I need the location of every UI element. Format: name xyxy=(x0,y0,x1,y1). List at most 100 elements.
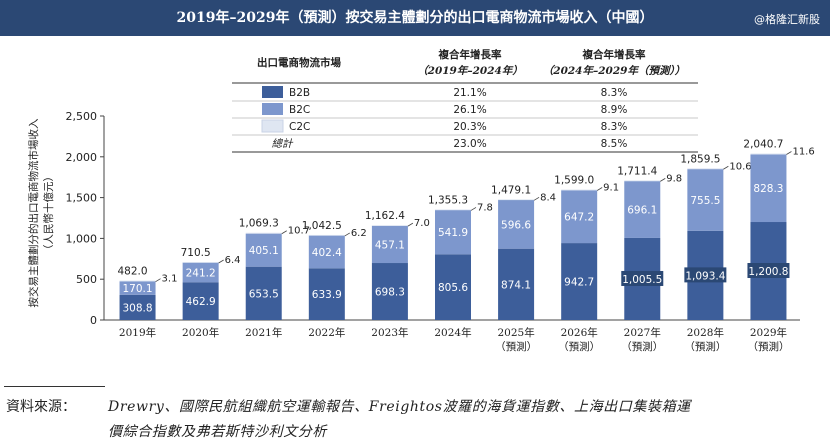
data-label-b2b: 874.1 xyxy=(501,279,531,291)
data-label-total: 2,040.7 xyxy=(743,138,783,150)
table-header-cagr-2-period: （2024年–2029年（預測）） xyxy=(543,64,685,77)
bar-b2c xyxy=(435,210,471,255)
x-tick-sublabel: （預測） xyxy=(495,340,537,353)
data-label-box-b2b xyxy=(747,263,790,279)
data-label-b2c: 241.2 xyxy=(186,267,216,279)
chart-axes: 0 500 1,000 1,500 2,000 2,500 按交易主體劃分的出口電商物流市場… xyxy=(27,110,800,327)
data-label-b2c: 402.4 xyxy=(312,247,342,259)
bar-b2c xyxy=(498,199,535,249)
data-label-b2c: 755.5 xyxy=(690,195,720,207)
data-label-total: 1,599.0 xyxy=(554,175,594,187)
bar-c2c xyxy=(245,232,282,234)
source-label: 資料來源： xyxy=(6,399,76,415)
bar-b2b xyxy=(435,254,471,320)
cagr-2019-2024-value: 20.3% xyxy=(453,121,486,133)
bar-b2b xyxy=(308,268,345,320)
bar-b2c xyxy=(687,169,724,231)
c2c-leader-line xyxy=(786,151,792,155)
data-label-b2b: 698.3 xyxy=(375,287,405,299)
data-label-c2c: 9.8 xyxy=(666,173,682,184)
c2c-leader-line xyxy=(155,278,161,283)
data-label-c2c: 7.0 xyxy=(414,218,430,229)
title-bar xyxy=(0,0,830,36)
data-label-b2c: 647.2 xyxy=(564,212,594,224)
c2c-leader-line xyxy=(660,178,666,182)
chart-title: 2019年–2029年（預測）按交易主體劃分的出口電商物流市場收入（中國） xyxy=(176,10,654,26)
bar-b2b xyxy=(182,282,219,320)
x-tick-label: 2023年 xyxy=(371,326,408,339)
cagr-2019-2024-value: 26.1% xyxy=(453,104,486,116)
x-tick-sublabel: （預測） xyxy=(621,340,663,353)
y-tick-label: 500 xyxy=(76,273,97,286)
bar-b2c xyxy=(245,233,282,267)
data-label-c2c: 9.1 xyxy=(603,183,619,194)
c2c-leader-line xyxy=(281,230,287,235)
c2c-leader-line xyxy=(596,187,603,191)
y-axis-title: 按交易主體劃分的出口電商物流市場收入 xyxy=(27,118,40,307)
x-tick-label: 2026年 xyxy=(561,326,598,339)
data-label-total: 482.0 xyxy=(118,266,148,278)
table-header-cagr-1: 複合年增長率 xyxy=(438,48,502,61)
bar-b2c xyxy=(182,262,219,283)
bar-b2b xyxy=(371,263,408,320)
bar-c2c xyxy=(750,153,787,155)
x-tick-label: 2022年 xyxy=(308,326,345,339)
data-label-b2b: 653.5 xyxy=(249,288,279,300)
data-label-total: 1,162.4 xyxy=(365,210,405,222)
chart: 出口電商物流市場 複合年增長率 （2019年–2024年） 複合年增長率 （2024年–… xyxy=(27,48,815,353)
x-tick-label: 2024年 xyxy=(434,326,471,339)
data-label-b2b: 942.7 xyxy=(564,277,594,289)
bar-c2c xyxy=(561,189,598,191)
watermark: @格隆汇新股 xyxy=(754,13,820,26)
c2c-leader-line xyxy=(470,207,477,211)
bar-c2c xyxy=(371,225,408,226)
legend-label-b2c: B2C xyxy=(289,104,310,116)
legend-swatch-b2c xyxy=(262,103,283,115)
x-tick-sublabel: （預測） xyxy=(684,340,726,353)
y-tick-label: 1,500 xyxy=(66,192,98,205)
x-tick-label: 2028年 xyxy=(687,326,724,339)
data-label-total: 1,355.3 xyxy=(428,194,468,206)
data-label-c2c: 10.6 xyxy=(729,161,751,172)
data-label-c2c: 3.1 xyxy=(162,274,178,285)
data-label-box-b2b xyxy=(684,267,727,283)
bar-b2b xyxy=(498,248,535,320)
data-label-b2b: 1,200.8 xyxy=(748,266,788,278)
source-divider xyxy=(4,386,105,387)
cagr-2019-2024-value: 21.1% xyxy=(453,87,486,99)
bar-b2c xyxy=(371,225,408,264)
data-label-b2b: 633.9 xyxy=(312,289,342,301)
x-tick-label: 2029年 xyxy=(750,326,787,339)
data-label-c2c: 11.6 xyxy=(792,146,814,157)
bar-c2c xyxy=(435,209,471,211)
x-tick-label: 2025年 xyxy=(497,326,534,339)
legend-table: 出口電商物流市場 複合年增長率 （2019年–2024年） 複合年增長率 （2024年–… xyxy=(232,48,698,153)
source-text-line-2: 價綜合指數及弗若斯特沙利文分析 xyxy=(108,424,327,440)
legend-swatch-c2c xyxy=(261,119,284,133)
c2c-leader-line xyxy=(407,222,414,227)
y-tick-label: 2,000 xyxy=(66,151,98,164)
table-header-cagr-2: 複合年增長率 xyxy=(582,48,646,61)
data-label-c2c: 6.2 xyxy=(351,228,367,239)
bar-c2c xyxy=(119,280,156,282)
cagr-2024-2029-value: 8.3% xyxy=(601,121,628,133)
source-note: 資料來源： Drewry、國際民航組織航空運輸報告、Freightos波羅的海貨… xyxy=(0,383,830,445)
data-label-c2c: 7.8 xyxy=(477,202,493,213)
data-label-b2c: 457.1 xyxy=(375,239,405,251)
data-label-b2c: 596.6 xyxy=(501,219,531,231)
bar-c2c xyxy=(498,199,535,201)
bar-c2c xyxy=(687,168,724,170)
bar-c2c xyxy=(182,262,219,263)
legend-label-total: 總計 xyxy=(272,138,294,150)
legend-label-c2c: C2C xyxy=(289,121,310,133)
x-tick-sublabel: （預測） xyxy=(558,340,600,353)
data-label-b2b: 1,093.4 xyxy=(685,270,725,282)
cagr-2024-2029-value: 8.3% xyxy=(601,87,628,99)
bar-b2b xyxy=(561,243,598,320)
data-label-b2c: 696.1 xyxy=(627,205,657,217)
data-label-b2c: 541.9 xyxy=(438,227,468,239)
x-tick-sublabel: （預測） xyxy=(747,340,789,353)
x-tick-label: 2019年 xyxy=(119,326,156,339)
cagr-2024-2029-value: 8.9% xyxy=(601,104,628,116)
c2c-leader-line xyxy=(723,165,729,170)
